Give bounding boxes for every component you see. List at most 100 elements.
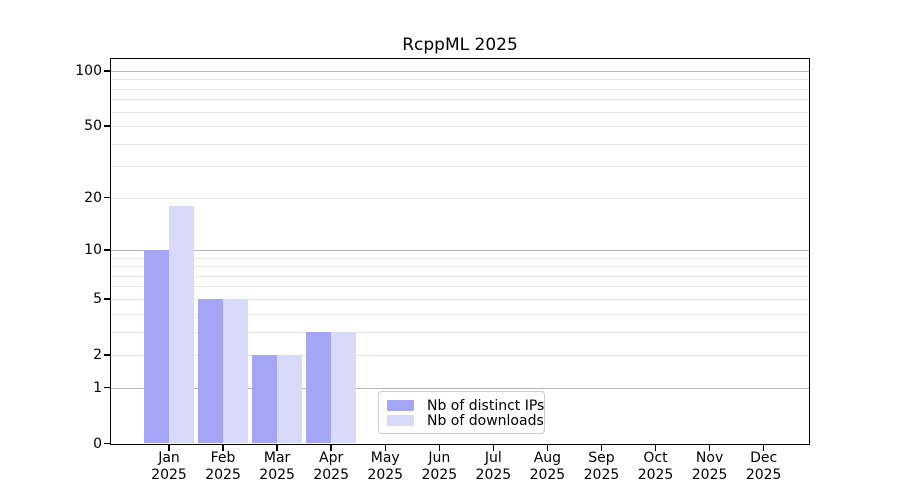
y-gridline-minor <box>111 298 809 300</box>
x-tick-month: Jul <box>484 450 502 466</box>
x-tick-mark <box>330 444 332 451</box>
y-gridline-minor <box>111 143 809 145</box>
bar-downloads-mar <box>277 354 303 444</box>
y-gridline-minor <box>111 354 809 356</box>
x-tick-month: Nov <box>695 450 724 466</box>
x-tick-month: Oct <box>643 450 668 466</box>
y-gridline-minor <box>111 313 809 315</box>
y-tick-label: 2 <box>93 346 102 363</box>
chart-title: RcppML 2025 <box>402 35 518 55</box>
x-tick-mark <box>222 444 224 451</box>
x-tick-year: 2025 <box>691 466 728 483</box>
legend-label-distinct-ips: Nb of distinct IPs <box>427 397 545 414</box>
y-tick-label: 1 <box>93 379 102 396</box>
y-gridline-minor <box>111 257 809 259</box>
y-tick-mark <box>104 197 110 199</box>
y-gridline-major <box>111 71 809 73</box>
x-tick-mark <box>384 444 386 451</box>
x-tick-month: Jun <box>428 450 451 466</box>
x-tick-label: Apr 2025 <box>301 450 361 483</box>
x-tick-mark <box>492 444 495 451</box>
x-tick-year: 2025 <box>313 466 349 483</box>
legend-item-downloads: Nb of downloads <box>387 413 544 429</box>
y-gridline-minor <box>111 126 809 128</box>
y-gridline-minor <box>111 275 809 277</box>
x-tick-year: 2025 <box>745 466 782 483</box>
x-tick-month: Feb <box>210 450 236 466</box>
y-gridline-minor <box>111 99 809 101</box>
y-tick-mark <box>104 70 110 72</box>
x-tick-label: Jan 2025 <box>139 450 199 483</box>
x-tick-month: Apr <box>319 450 344 466</box>
legend-label-downloads: Nb of downloads <box>427 412 544 429</box>
x-tick-mark <box>654 444 657 451</box>
x-tick-year: 2025 <box>475 466 512 483</box>
x-tick-month: Dec <box>750 450 778 466</box>
x-tick-label: Mar 2025 <box>247 450 307 483</box>
y-gridline-minor <box>111 286 809 288</box>
y-gridline-minor <box>111 79 809 81</box>
x-tick-year: 2025 <box>421 466 458 483</box>
x-tick-label: Dec 2025 <box>734 450 794 483</box>
y-gridline-minor <box>111 166 809 168</box>
y-tick-mark <box>104 354 110 356</box>
bar-distinct-ips-apr <box>306 331 332 444</box>
x-tick-label: Jun 2025 <box>409 450 469 483</box>
y-gridline-major <box>111 249 809 252</box>
x-tick-year: 2025 <box>367 466 404 483</box>
x-tick-label: May 2025 <box>355 450 415 483</box>
bar-downloads-feb <box>223 298 249 444</box>
x-tick-mark <box>276 444 278 451</box>
y-tick-label: 100 <box>75 63 102 80</box>
y-tick-mark <box>104 386 110 389</box>
legend: Nb of distinct IPs Nb of downloads <box>378 391 545 434</box>
x-tick-label: Oct 2025 <box>626 450 686 483</box>
x-tick-year: 2025 <box>259 466 295 483</box>
x-tick-year: 2025 <box>529 466 566 483</box>
y-tick-mark <box>104 249 110 251</box>
y-gridline-minor <box>111 331 809 333</box>
x-tick-month: Mar <box>263 450 291 466</box>
bar-distinct-ips-feb <box>198 298 224 444</box>
bar-distinct-ips-jan <box>144 249 169 444</box>
x-tick-label: Jul 2025 <box>463 450 523 483</box>
y-gridline-major <box>111 387 809 389</box>
legend-swatch-downloads <box>387 415 414 426</box>
x-tick-mark <box>438 444 440 451</box>
x-tick-month: May <box>370 450 400 466</box>
x-tick-mark <box>168 444 170 451</box>
x-tick-year: 2025 <box>583 466 620 483</box>
y-gridline-minor <box>111 88 809 90</box>
x-tick-year: 2025 <box>205 466 241 483</box>
x-tick-label: Nov 2025 <box>680 450 740 483</box>
bar-distinct-ips-mar <box>252 354 278 444</box>
y-tick-label: 5 <box>93 290 102 307</box>
x-tick-month: Aug <box>533 450 562 466</box>
y-tick-label: 50 <box>84 118 102 135</box>
x-tick-mark <box>600 444 603 451</box>
x-tick-label: Aug 2025 <box>517 450 577 483</box>
y-tick-label: 20 <box>84 189 102 206</box>
x-tick-year: 2025 <box>151 466 187 483</box>
x-tick-mark <box>762 444 765 451</box>
x-tick-year: 2025 <box>637 466 674 483</box>
y-tick-mark <box>104 298 110 300</box>
x-tick-label: Feb 2025 <box>193 450 253 483</box>
y-gridline-minor <box>111 197 809 199</box>
y-tick-mark <box>104 125 110 127</box>
y-gridline-minor <box>111 111 809 113</box>
legend-item-distinct-ips: Nb of distinct IPs <box>387 398 544 414</box>
x-tick-label: Sep 2025 <box>571 450 631 483</box>
bar-downloads-jan <box>169 205 194 444</box>
y-tick-label: 0 <box>93 435 102 452</box>
y-gridline-minor <box>111 266 809 268</box>
x-tick-month: Jan <box>158 450 180 466</box>
x-tick-mark <box>708 444 711 451</box>
x-tick-month: Sep <box>588 450 615 466</box>
y-tick-mark <box>104 442 110 445</box>
x-tick-mark <box>546 444 549 451</box>
